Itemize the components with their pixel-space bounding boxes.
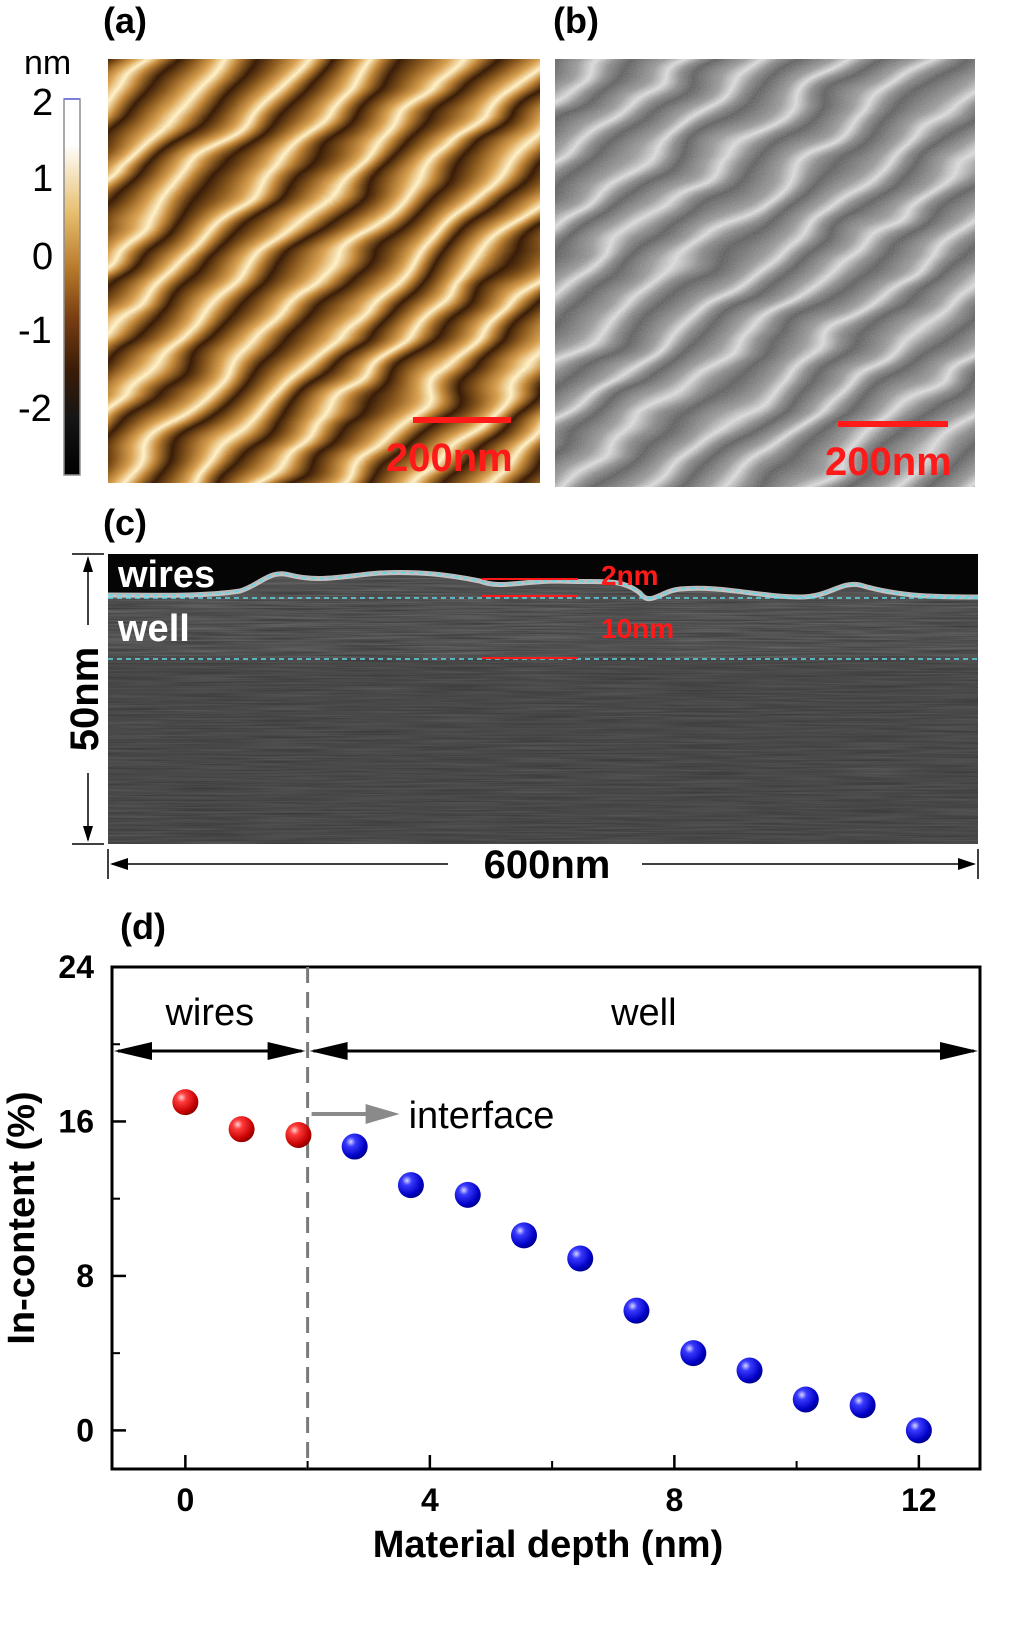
y-tick-label: 24 xyxy=(58,950,94,985)
wires-data-point xyxy=(172,1089,199,1116)
panel-c-label: (c) xyxy=(103,502,147,543)
colorbar-tick-label: 2 xyxy=(32,82,54,124)
well-arrow-head-right xyxy=(940,1042,978,1060)
panel-a-label: (a) xyxy=(103,0,147,41)
x-tick-label: 4 xyxy=(421,1482,439,1518)
x-tick-label: 0 xyxy=(176,1482,194,1518)
interface-annotation: interface xyxy=(409,1095,555,1137)
vertical-dimension-label: 50nm xyxy=(63,647,107,752)
scalebar-a-label: 200nm xyxy=(386,436,513,480)
tem-wires-label: wires xyxy=(117,554,215,596)
wires-annotation: wires xyxy=(164,992,254,1034)
x-tick-label: 12 xyxy=(901,1482,937,1518)
wires-data-point xyxy=(228,1116,255,1143)
well-data-point xyxy=(849,1392,876,1419)
y-axis-label: In-content (%) xyxy=(1,1091,43,1344)
well-data-point xyxy=(792,1386,819,1413)
well-data-point xyxy=(680,1340,707,1367)
well-data-point xyxy=(567,1245,594,1272)
wires-arrow-head-left xyxy=(114,1042,152,1060)
scalebar-b xyxy=(838,421,948,427)
scalebar-b-label: 200nm xyxy=(825,440,952,484)
colorbar-unit: nm xyxy=(24,44,72,82)
tem-well-label: well xyxy=(117,608,190,650)
scalebar-a xyxy=(413,417,511,423)
well-arrow-head-left xyxy=(309,1042,348,1060)
well-data-point xyxy=(623,1297,650,1324)
well-data-point xyxy=(736,1357,763,1384)
afm-image xyxy=(108,59,540,483)
y-tick-label: 8 xyxy=(76,1258,94,1294)
panel-d-label: (d) xyxy=(120,906,166,947)
colorbar-tick-label: -1 xyxy=(18,310,52,352)
in-content-chart: Material depth (nm) In-content (%) wires we… xyxy=(1,950,982,1566)
colorbar xyxy=(63,98,81,476)
colorbar-tick-label: -2 xyxy=(18,388,52,430)
x-tick-label: 8 xyxy=(665,1482,683,1518)
well-data-point xyxy=(510,1222,537,1249)
well-annotation: well xyxy=(610,992,676,1034)
y-tick-label: 16 xyxy=(58,1103,94,1139)
x-axis-label: Material depth (nm) xyxy=(373,1524,723,1566)
sem-image xyxy=(555,59,975,487)
interface-arrow-head xyxy=(365,1104,400,1124)
thickness-wires-label: 2nm xyxy=(601,560,659,591)
plot-frame xyxy=(110,965,982,1471)
thickness-well-label: 10nm xyxy=(601,613,674,644)
wires-data-point xyxy=(285,1121,312,1148)
y-tick-label: 0 xyxy=(76,1412,94,1448)
well-data-point xyxy=(341,1133,368,1160)
well-data-point xyxy=(397,1172,424,1199)
panel-b-label: (b) xyxy=(553,0,599,41)
colorbar-tick-label: 0 xyxy=(32,236,54,278)
well-data-point xyxy=(905,1417,932,1444)
well-data-point xyxy=(454,1181,481,1208)
tem-cross-section: wires well 2nm 10nm 50nm 600nm xyxy=(63,553,979,885)
colorbar-tick-label: 1 xyxy=(32,158,54,200)
horizontal-dimension-label: 600nm xyxy=(484,843,611,885)
wires-arrow-head-right xyxy=(267,1042,306,1060)
